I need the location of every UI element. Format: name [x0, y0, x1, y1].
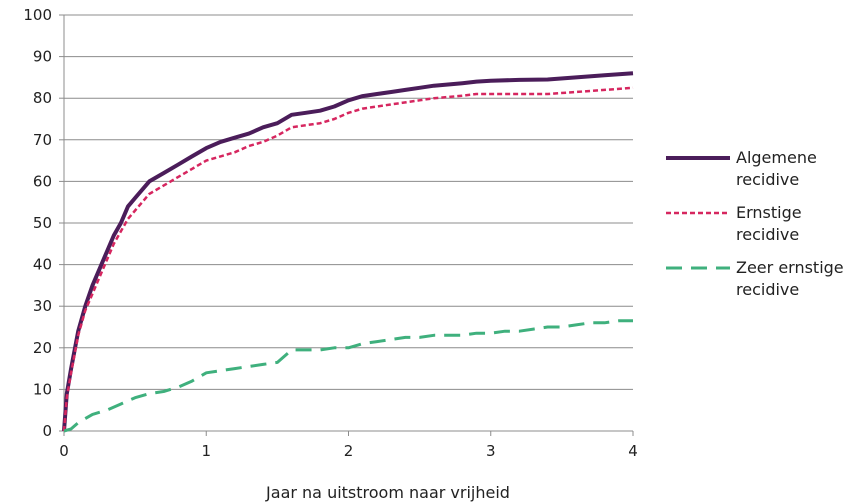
y-tick-label: 60 [33, 172, 52, 190]
y-tick-label: 70 [33, 131, 52, 149]
y-axis-tick-labels: 0 10 20 30 40 50 60 70 80 90 100 [23, 6, 52, 440]
legend-label: Algemene [736, 148, 817, 167]
x-tick-label: 0 [59, 442, 69, 460]
legend-label: Ernstige [736, 203, 802, 222]
x-tick-label: 1 [201, 442, 211, 460]
x-tick-label: 3 [486, 442, 496, 460]
legend-label: recidive [736, 225, 799, 244]
x-tick-label: 4 [628, 442, 638, 460]
series-line-1 [62, 86, 634, 432]
y-tick-label: 30 [33, 297, 52, 315]
y-tick-label: 90 [33, 48, 52, 66]
grid-lines [64, 14, 633, 390]
legend-label: recidive [736, 280, 799, 299]
y-tick-label: 10 [33, 380, 52, 398]
y-tick-label: 100 [23, 6, 52, 24]
data-series [62, 71, 634, 433]
legend-label: Zeer ernstige [736, 258, 844, 277]
y-tick-label: 50 [33, 214, 52, 232]
axes [59, 14, 634, 436]
x-tick-label: 2 [344, 442, 354, 460]
legend-label: recidive [736, 170, 799, 189]
y-tick-label: 40 [33, 256, 52, 274]
y-tick-label: 20 [33, 339, 52, 357]
series-line-2 [63, 319, 633, 433]
y-tick-label: 80 [33, 89, 52, 107]
x-axis-tick-labels: 0 1 2 3 4 [59, 442, 638, 460]
series-line-0 [62, 71, 634, 432]
x-axis-title: Jaar na uitstroom naar vrijheid [265, 483, 510, 502]
legend: Algemene recidive Ernstige recidive Zeer ern… [666, 148, 844, 299]
y-tick-label: 0 [42, 422, 52, 440]
